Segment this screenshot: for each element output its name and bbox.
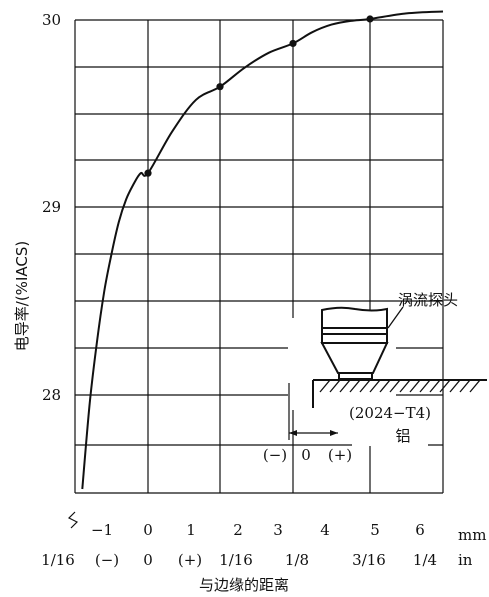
probe-label: 涡流探头	[398, 291, 458, 309]
x-tick-mm: −1	[91, 521, 113, 539]
x-tick-mm: 4	[320, 521, 330, 539]
y-tick-label: 30	[42, 11, 61, 29]
inset-plus: (+)	[328, 446, 352, 464]
data-point	[289, 39, 297, 48]
grid	[74, 19, 444, 494]
x-tick-mm: 5	[370, 521, 380, 539]
probe-head	[321, 306, 388, 344]
x-tick-mm: 1	[186, 521, 196, 539]
inset-zero: 0	[301, 446, 311, 464]
y-axis-title: 电导率/(%IACS)	[13, 241, 31, 351]
probe-leader	[387, 306, 404, 329]
x-tick-in: 1/8	[285, 551, 309, 569]
probe-tip	[338, 372, 373, 380]
x-tick-in: (+)	[178, 551, 202, 569]
hatching	[319, 379, 481, 393]
y-tick-label: 28	[42, 386, 61, 404]
data-series-line	[81, 10, 444, 490]
data-point	[144, 169, 152, 177]
x-unit-in: in	[458, 551, 473, 569]
x-tick-in: 1/4	[413, 551, 437, 569]
arrow-left-icon	[289, 430, 297, 436]
x-tick-in: 1/16	[41, 551, 75, 569]
material-label: (2024−T4)	[349, 404, 431, 422]
x-tick-in: (−)	[95, 551, 119, 569]
material-label-cn: 铝	[395, 427, 410, 445]
y-tick-label: 29	[42, 198, 61, 216]
inset-diagram: 涡流探头 (−) 0 (+)	[263, 291, 487, 464]
x-tick-mm: 2	[233, 521, 243, 539]
x-tick-in: 3/16	[352, 551, 386, 569]
x-unit-mm: mm	[458, 526, 486, 544]
x-tick-mm: 6	[415, 521, 425, 539]
axis-break-mark	[67, 511, 79, 529]
data-point	[216, 83, 224, 91]
x-tick-mm: 3	[273, 521, 283, 539]
x-tick-in: 0	[143, 551, 153, 569]
data-point	[366, 15, 374, 23]
x-axis-title: 与边缘的距离	[199, 576, 289, 594]
x-tick-mm: 0	[143, 521, 153, 539]
inset-minus: (−)	[263, 446, 287, 464]
arrow-right-icon	[330, 430, 338, 436]
x-tick-in: 1/16	[219, 551, 253, 569]
data-markers	[144, 15, 374, 177]
